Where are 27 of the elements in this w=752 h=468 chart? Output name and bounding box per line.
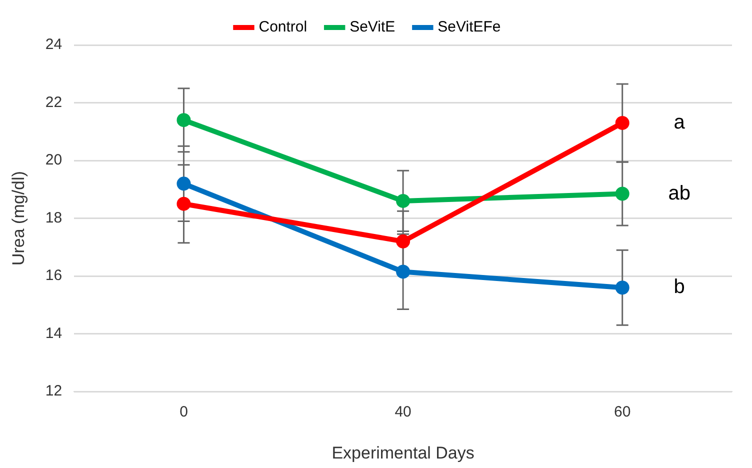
point <box>176 196 191 211</box>
annotation: a <box>674 112 686 134</box>
legend-label: Control <box>258 18 308 36</box>
y-tick-label: 24 <box>45 36 62 54</box>
y-tick-label: 20 <box>45 152 62 169</box>
legend-label: SeVitEFe <box>438 18 501 36</box>
point <box>176 113 191 128</box>
y-tick-label: 14 <box>45 324 62 342</box>
point <box>615 280 630 295</box>
annotation: ab <box>668 182 690 204</box>
y-tick-label: 12 <box>45 382 62 400</box>
x-tick-label: 60 <box>614 404 631 421</box>
y-tick-label: 18 <box>45 209 62 226</box>
point <box>396 194 410 208</box>
x-tick-label: 0 <box>180 404 188 421</box>
y-axis-title: Urea (mg/dl) <box>8 171 28 266</box>
point <box>615 186 630 201</box>
y-tick-label: 22 <box>45 94 62 111</box>
point <box>615 116 630 130</box>
point <box>396 264 410 279</box>
x-tick-label: 40 <box>394 404 412 421</box>
point <box>396 234 410 248</box>
annotation: b <box>674 276 685 298</box>
y-tick-label: 16 <box>45 267 62 284</box>
x-axis-title: Experimental Days <box>332 443 474 462</box>
point <box>176 176 191 191</box>
legend-label: SeVitE <box>350 18 396 36</box>
